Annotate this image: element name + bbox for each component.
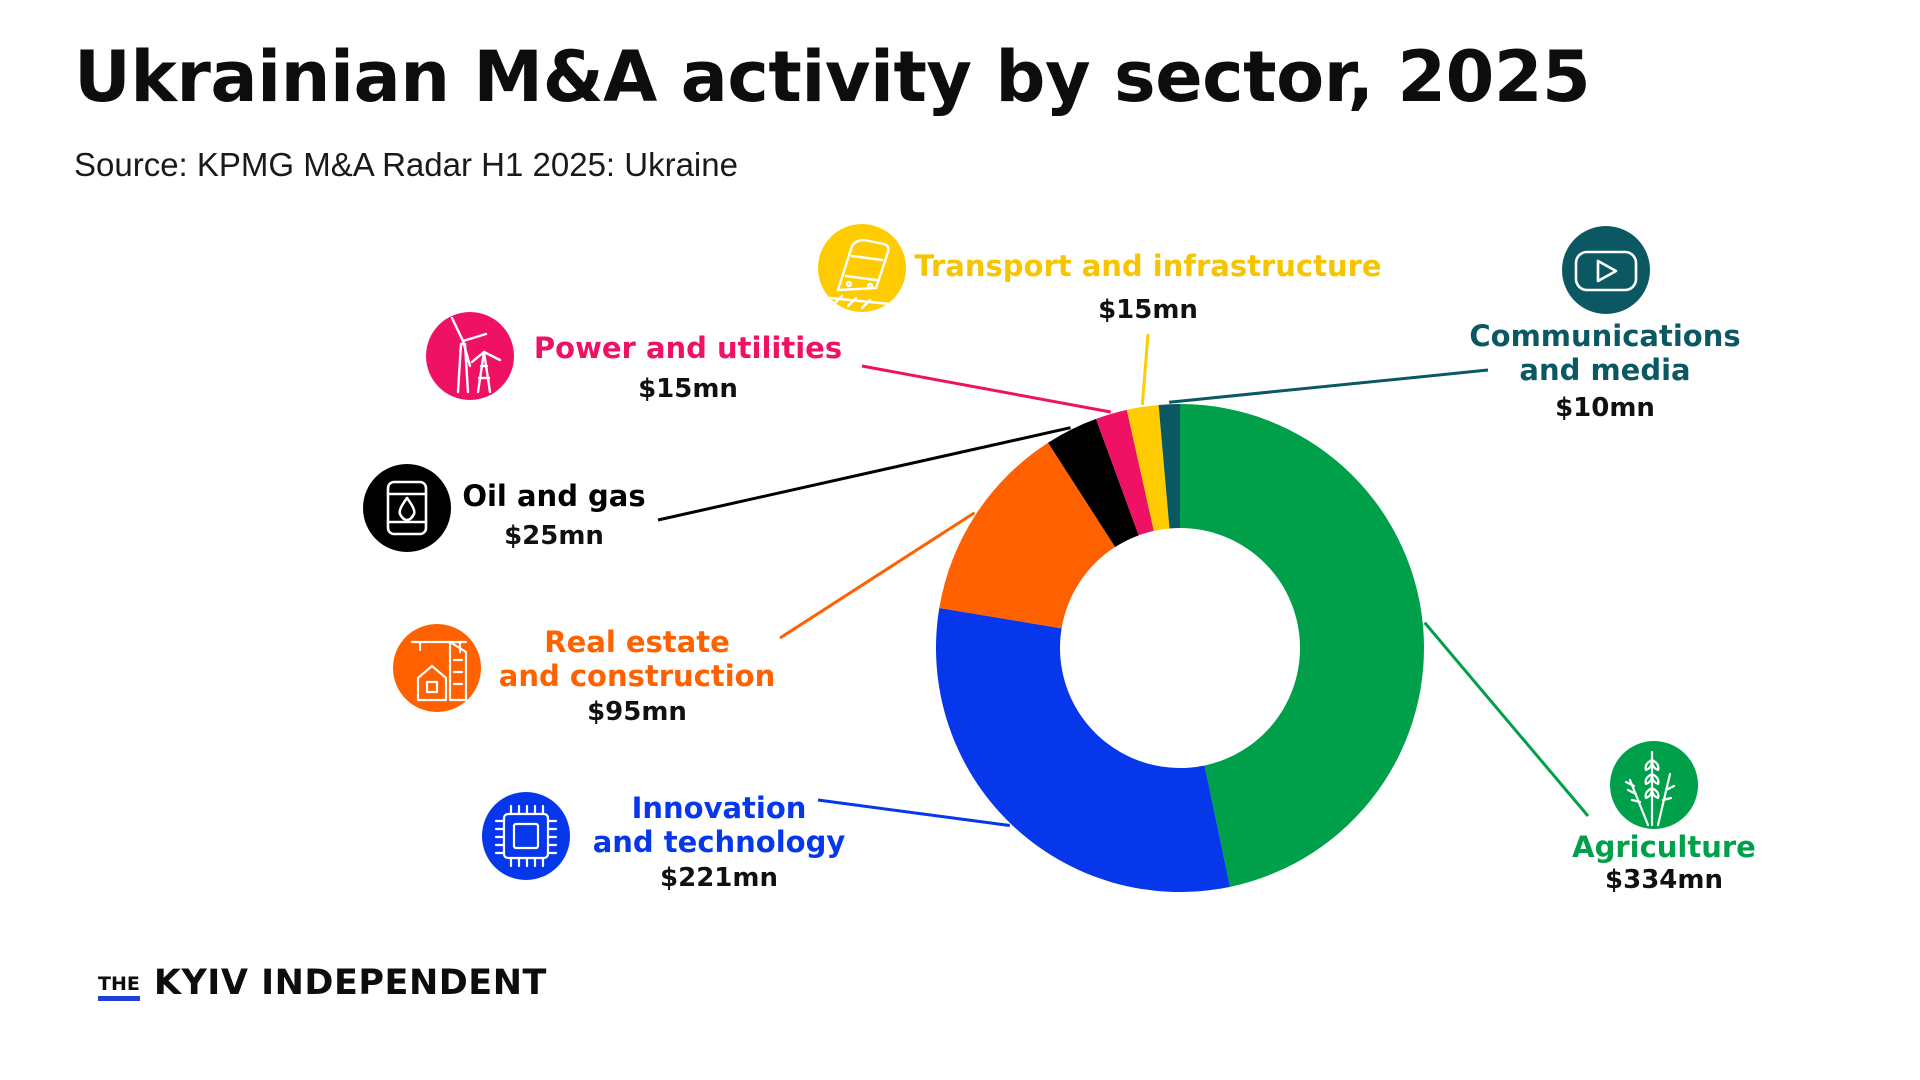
label-group-oil-gas: Oil and gas $25mn xyxy=(363,464,646,552)
label-group-transport: Transport and infrastructure $15mn xyxy=(818,224,1382,325)
leader-line-communications xyxy=(1169,368,1489,404)
brand-name: KYIV INDEPENDENT xyxy=(153,963,547,1003)
wheat-icon xyxy=(1610,741,1698,829)
video-play-icon xyxy=(1562,226,1650,314)
slice-oil-gas xyxy=(1048,418,1139,548)
label-group-innovation: Innovation and technology $221mn xyxy=(482,791,845,893)
chart-source: Source: KPMG M&A Radar H1 2025: Ukraine xyxy=(74,146,738,183)
slice-power-utilities xyxy=(1095,409,1154,536)
leader-line-power xyxy=(861,364,1111,414)
label-transport-name: Transport and infrastructure xyxy=(914,249,1381,283)
label-power-name: Power and utilities xyxy=(534,331,842,365)
label-communications-value: $10mn xyxy=(1555,393,1655,423)
leader-line-real-estate xyxy=(779,511,976,640)
train-icon xyxy=(818,224,906,312)
slice-real-estate-construction xyxy=(939,442,1116,629)
label-innovation-value: $221mn xyxy=(660,863,778,893)
donut-slices xyxy=(935,404,1424,892)
oil-barrel-icon xyxy=(363,464,451,552)
label-oil-gas-name: Oil and gas xyxy=(462,479,645,513)
leader-line-transport xyxy=(1140,333,1150,406)
chart-title: Ukrainian M&A activity by sector, 2025 xyxy=(74,36,1591,118)
leader-line-agriculture xyxy=(1423,621,1590,817)
brand-logo: THE KYIV INDEPENDENT xyxy=(98,966,547,1001)
wind-turbine-icon xyxy=(426,312,514,400)
slice-innovation-technology xyxy=(935,607,1231,892)
brand-the: THE xyxy=(98,975,140,1001)
label-agriculture-name: Agriculture xyxy=(1572,830,1756,864)
label-real-estate-line1: Real estate xyxy=(544,625,730,659)
label-real-estate-line2: and construction xyxy=(499,659,775,693)
label-real-estate-value: $95mn xyxy=(587,697,687,727)
slice-communications-media xyxy=(1158,404,1180,529)
leader-lines xyxy=(657,333,1590,828)
label-agriculture-value: $334mn xyxy=(1605,865,1723,895)
label-transport-value: $15mn xyxy=(1098,295,1198,325)
label-communications-line1: Communications xyxy=(1469,319,1740,353)
label-group-agriculture: Agriculture $334mn xyxy=(1572,741,1756,895)
label-oil-gas-value: $25mn xyxy=(504,521,604,551)
slice-transport-infrastructure xyxy=(1126,404,1170,531)
label-power-value: $15mn xyxy=(638,374,738,404)
leader-line-oil-gas xyxy=(657,426,1071,522)
label-group-power: Power and utilities $15mn xyxy=(426,312,842,404)
chip-icon xyxy=(482,792,570,880)
slice-agriculture xyxy=(1180,404,1424,887)
label-innovation-line1: Innovation xyxy=(632,791,807,825)
label-group-communications: Communications and media $10mn xyxy=(1469,226,1741,423)
construction-crane-icon xyxy=(393,624,481,712)
leader-line-innovation xyxy=(817,798,1010,828)
label-innovation-line2: and technology xyxy=(593,825,846,859)
label-group-real-estate: Real estate and construction $95mn xyxy=(393,624,775,727)
label-communications-line2: and media xyxy=(1519,353,1690,387)
